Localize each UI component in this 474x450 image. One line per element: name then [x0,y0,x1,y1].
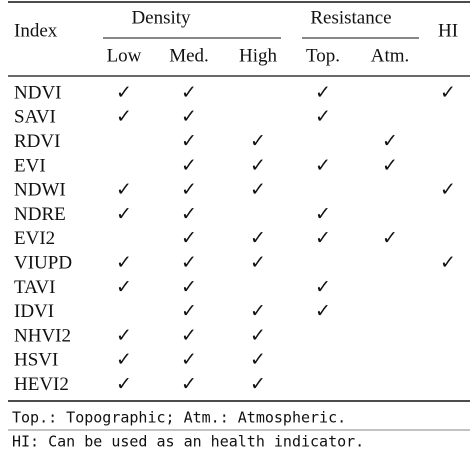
check-mark: ✓ [250,252,266,273]
check-mark: ✓ [250,374,266,395]
row-index: HEVI2 [14,374,69,395]
check-mark: ✓ [440,82,456,103]
check-mark: ✓ [116,252,132,273]
check-mark: ✓ [116,350,132,371]
hi-header: HI [438,20,458,41]
row-index: RDVI [14,131,60,152]
column-header: Atm. [371,45,410,66]
check-mark: ✓ [250,228,266,249]
check-mark: ✓ [315,301,331,322]
footnote: Top.: Topographic; Atm.: Atmospheric. [12,409,346,427]
column-header: Top. [306,45,340,66]
row-index: EVI [14,155,46,176]
check-mark: ✓ [315,277,331,298]
check-mark: ✓ [315,204,331,225]
check-mark: ✓ [250,180,266,201]
check-mark: ✓ [116,325,132,346]
check-mark: ✓ [116,277,132,298]
index-header: Index [14,20,58,41]
check-mark: ✓ [181,228,197,249]
check-mark: ✓ [315,107,331,128]
check-mark: ✓ [181,155,197,176]
check-mark: ✓ [440,252,456,273]
check-mark: ✓ [250,325,266,346]
check-mark: ✓ [250,155,266,176]
row-index: SAVI [14,107,56,128]
row-index: NDWI [14,180,66,201]
row-index: NDRE [14,204,66,225]
column-header: High [239,45,278,66]
row-index: EVI2 [14,228,55,249]
check-mark: ✓ [315,228,331,249]
check-mark: ✓ [440,180,456,201]
group-header: Density [131,7,191,28]
check-mark: ✓ [181,277,197,298]
check-mark: ✓ [116,107,132,128]
column-header: Low [107,45,142,66]
row-index: VIUPD [14,252,72,273]
check-mark: ✓ [116,204,132,225]
row-index: NHVI2 [14,325,71,346]
check-mark: ✓ [250,350,266,371]
check-mark: ✓ [181,301,197,322]
check-mark: ✓ [181,350,197,371]
check-mark: ✓ [315,155,331,176]
row-index: TAVI [14,277,55,298]
check-mark: ✓ [181,252,197,273]
check-mark: ✓ [250,131,266,152]
row-index: IDVI [14,301,54,322]
check-mark: ✓ [181,180,197,201]
check-mark: ✓ [116,374,132,395]
check-mark: ✓ [382,131,398,152]
check-mark: ✓ [181,325,197,346]
check-mark: ✓ [116,82,132,103]
check-mark: ✓ [181,204,197,225]
check-mark: ✓ [382,155,398,176]
footnote: HI: Can be used as an health indicator. [12,433,364,450]
check-mark: ✓ [181,82,197,103]
check-mark: ✓ [181,107,197,128]
row-index: NDVI [14,82,62,103]
check-mark: ✓ [250,301,266,322]
check-mark: ✓ [315,82,331,103]
column-header: Med. [169,45,209,66]
check-mark: ✓ [116,180,132,201]
group-header: Resistance [310,7,391,28]
check-mark: ✓ [181,131,197,152]
check-mark: ✓ [181,374,197,395]
row-index: HSVI [14,350,58,371]
check-mark: ✓ [382,228,398,249]
